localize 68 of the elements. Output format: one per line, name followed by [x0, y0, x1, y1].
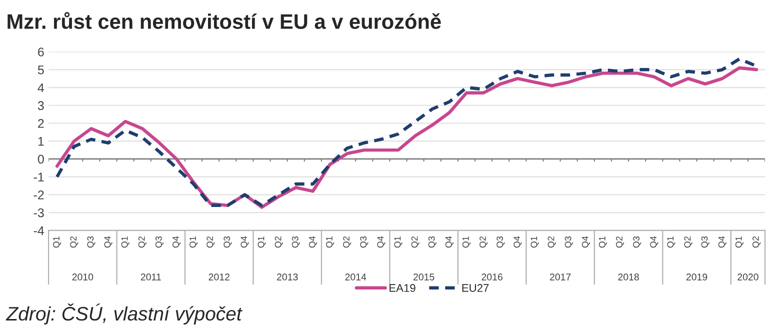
- x-tick-label: Q2: [411, 236, 420, 248]
- x-tick-label: Q2: [480, 236, 488, 248]
- text: 2011: [140, 274, 161, 280]
- x-tick-label: Q3: [155, 236, 164, 248]
- x-tick-label: Q4: [650, 236, 658, 248]
- y-tick-label: 6: [38, 48, 44, 56]
- y-tick-label: 3: [38, 101, 44, 110]
- x-tick-label: Q2: [684, 236, 692, 248]
- x-tick-label: Q1: [258, 236, 266, 248]
- y-tick-label: 1: [38, 137, 44, 146]
- text: 2012: [208, 274, 230, 280]
- x-tick-label: Q3: [360, 236, 368, 248]
- x-tick-label: Q2: [138, 236, 146, 248]
- y-tick-label: -2: [34, 190, 44, 200]
- text: 2019: [686, 274, 708, 280]
- x-tick-label: Q1: [53, 236, 62, 248]
- x-tick-label: Q1: [190, 236, 198, 248]
- y-tick-label: -4: [34, 226, 44, 235]
- x-tick-label: Q1: [121, 236, 130, 248]
- x-tick-label: Q3: [496, 236, 505, 248]
- x-tick-label: Q3: [292, 236, 300, 248]
- x-tick-label: Q4: [582, 236, 590, 248]
- x-tick-label: Q1: [394, 236, 402, 248]
- x-tick-label: Q1: [735, 236, 744, 248]
- legend-label: EU27: [462, 284, 489, 292]
- x-tick-label: Q4: [514, 236, 522, 248]
- text: 2010: [72, 274, 94, 280]
- x-tick-label: Q3: [87, 236, 96, 248]
- x-tick-label: Q4: [104, 236, 112, 248]
- x-tick-label: Q1: [667, 236, 676, 248]
- x-tick-label: Q4: [240, 236, 249, 248]
- text: 2015: [414, 274, 434, 280]
- x-tick-label: Q4: [172, 236, 181, 248]
- x-tick-label: Q4: [308, 236, 317, 248]
- x-tick-label: Q2: [616, 236, 624, 248]
- x-tick-label: Q4: [377, 236, 386, 248]
- x-tick-label: Q4: [445, 236, 454, 248]
- x-tick-label: Q1: [462, 236, 471, 248]
- text: 2014: [345, 274, 366, 280]
- text: 2013: [277, 274, 298, 280]
- x-tick-label: Q2: [206, 236, 215, 248]
- y-tick-label: 5: [38, 66, 44, 74]
- y-tick-label: -3: [34, 208, 44, 218]
- legend-label: EA19: [390, 284, 416, 292]
- x-tick-label: Q3: [428, 236, 436, 248]
- y-tick-label: 4: [38, 83, 44, 92]
- text: 2020: [738, 274, 758, 280]
- y-tick-label: 0: [38, 154, 44, 164]
- y-tick-label: -1: [34, 172, 44, 182]
- text: Zdroj: ČSÚ, vlastní výpočet: [6, 303, 243, 324]
- x-tick-label: Q2: [752, 236, 760, 248]
- x-tick-label: Q3: [701, 236, 710, 248]
- text: 2018: [618, 274, 639, 280]
- y-tick-label: 2: [38, 119, 44, 128]
- x-tick-label: Q2: [343, 236, 352, 248]
- x-tick-label: Q3: [633, 236, 642, 248]
- x-tick-label: Q2: [274, 236, 283, 248]
- x-tick-label: Q3: [564, 236, 573, 248]
- x-tick-label: Q1: [530, 236, 539, 248]
- x-tick-label: Q3: [224, 236, 232, 248]
- chart-title: Mzr. růst cen nemovitostí v EU a v eurozóně: [8, 12, 441, 29]
- x-tick-label: Q1: [598, 236, 607, 248]
- text: 2017: [550, 274, 571, 280]
- text: 2016: [482, 274, 502, 280]
- x-tick-label: Q1: [326, 236, 334, 248]
- x-tick-label: Q2: [548, 236, 556, 248]
- x-tick-label: Q2: [70, 236, 78, 248]
- x-tick-label: Q4: [718, 236, 726, 248]
